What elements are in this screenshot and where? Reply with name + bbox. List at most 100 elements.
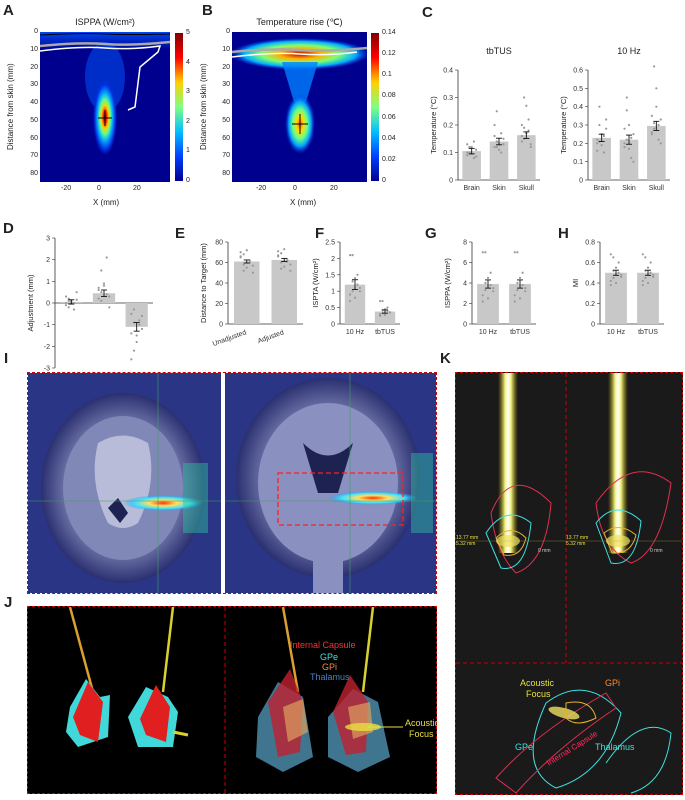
h-ytick-4: 0.8 [585,240,595,247]
c1-point-2-4 [529,145,532,149]
e-point-0-1 [242,253,245,256]
g-ytick-4: 8 [463,240,467,247]
b-xtick-1: 0 [293,185,297,192]
c2-point-2-6 [653,127,656,130]
c2-point-2-2 [655,87,658,90]
c2-title: 10 Hz [617,46,641,56]
f-point-1-9 [388,311,391,314]
h-point-0-7 [614,281,618,285]
h-point-1-2 [646,266,650,269]
c1-point-1-10 [493,134,496,138]
a-xtick-0: -20 [61,185,72,192]
c1-point-0-11 [468,145,471,149]
d-point-1-8 [105,293,108,296]
c2-point-2-8 [657,138,660,141]
g-point-0-10 [481,300,484,303]
h-point-1-1 [644,256,647,259]
f-point-0-9 [358,286,361,290]
e-point-0-7 [245,249,248,252]
panel-letter-b: B [202,2,213,19]
k-label-mm1-left: 13.77 mm [456,535,479,541]
g-point-0-3 [489,283,492,287]
b-ytick-8: 80 [222,170,230,177]
f-point-0-11 [351,290,354,293]
g-point-1-2 [518,276,522,279]
f-point-0-5 [349,293,352,296]
c1-point-1-0 [493,145,496,149]
c1-point-1-5 [493,123,496,127]
c1-ytick-3: 0.3 [443,95,453,102]
d-point-2-7 [135,340,138,344]
d-point-0-5 [64,304,68,307]
panel-a-colorbar [175,33,183,181]
panel-letter-a: A [3,2,14,19]
c1-point-0-10 [466,151,469,154]
c1-point-0-4 [475,148,478,151]
g-ytick-1: 2 [463,301,467,308]
c2-point-1-2 [627,123,631,127]
c1-point-1-1 [495,110,498,113]
k-label-gpe: GPe [515,742,534,752]
f-ytick-0: 0 [331,322,335,329]
e-point-1-9 [289,263,292,266]
g-ytick-3: 6 [463,260,467,267]
c1-xtick-2: Skull [519,185,535,192]
g-xtick-1: tbTUS [510,329,530,336]
panel-letter-j: J [4,594,13,611]
c2-point-2-4 [659,142,662,145]
c2-point-1-8 [630,136,633,139]
c2-xtick-1: Skin [622,185,636,192]
d-point-1-1 [100,269,103,272]
c2-point-1-7 [627,147,631,150]
e-ytick-0: 0 [219,322,223,329]
j-label-gpe: GPe [320,652,339,662]
c2-point-0-7 [600,144,603,147]
b-cbar-tick-5: 0.04 [382,134,396,142]
f-ytick-5: 2.5 [325,240,335,247]
f-ytick-2: 1 [331,289,335,296]
b-ytick-1: 10 [222,45,230,53]
h-point-1-9 [652,273,655,276]
a-ytick-6: 60 [30,134,38,142]
panel-letter-d: D [3,220,14,237]
e-point-0-6 [242,263,245,266]
h-ytick-3: 0.6 [585,260,595,267]
isppa-heatmap-svg [40,32,170,182]
c2-point-0-8 [602,134,605,138]
h-ytick-0: 0 [591,322,595,329]
c1-point-0-5 [466,143,469,146]
c1-point-0-9 [475,155,478,158]
h-point-0-8 [617,261,620,264]
b-xtick-2: 20 [330,185,338,192]
d-ytick-6: 3 [46,236,50,243]
c2-point-1-11 [625,138,628,141]
c2-point-1-1 [625,96,628,99]
k-label-thalamus: Thalamus [595,742,635,752]
panel-a-xlabel: X (mm) [93,198,120,207]
e-xtick-0: Unadjusted [212,329,248,348]
panel-j-3d-frame [27,606,437,794]
k-slices-svg [456,373,682,794]
c2-point-2-7 [655,105,658,108]
g-point-1-0 [513,251,516,254]
panel-b-title: Temperature rise (℃) [256,17,343,27]
panel-b-colorbar [371,33,379,181]
e-bar-0 [234,261,260,324]
e-point-0-11 [242,269,245,272]
h-ytick-2: 0.4 [585,281,595,288]
f-point-1-7 [383,313,387,316]
a-xtick-1: 0 [97,185,101,192]
c2-xtick-2: Skull [649,185,665,192]
d-point-2-9 [140,314,144,318]
c1-point-0-0 [466,154,469,157]
b-cbar-tick-2: 0.1 [382,71,392,79]
a-ytick-7: 70 [30,152,38,160]
g-bar-0 [477,284,499,324]
c1-point-1-8 [500,132,503,135]
c1-point-2-8 [527,118,530,121]
c1-xtick-1: Skin [492,185,506,192]
g-point-0-0 [481,251,484,254]
g-point-1-4 [524,290,527,293]
d-point-2-10 [130,332,133,335]
f-xtick-1: tbTUS [375,329,395,336]
